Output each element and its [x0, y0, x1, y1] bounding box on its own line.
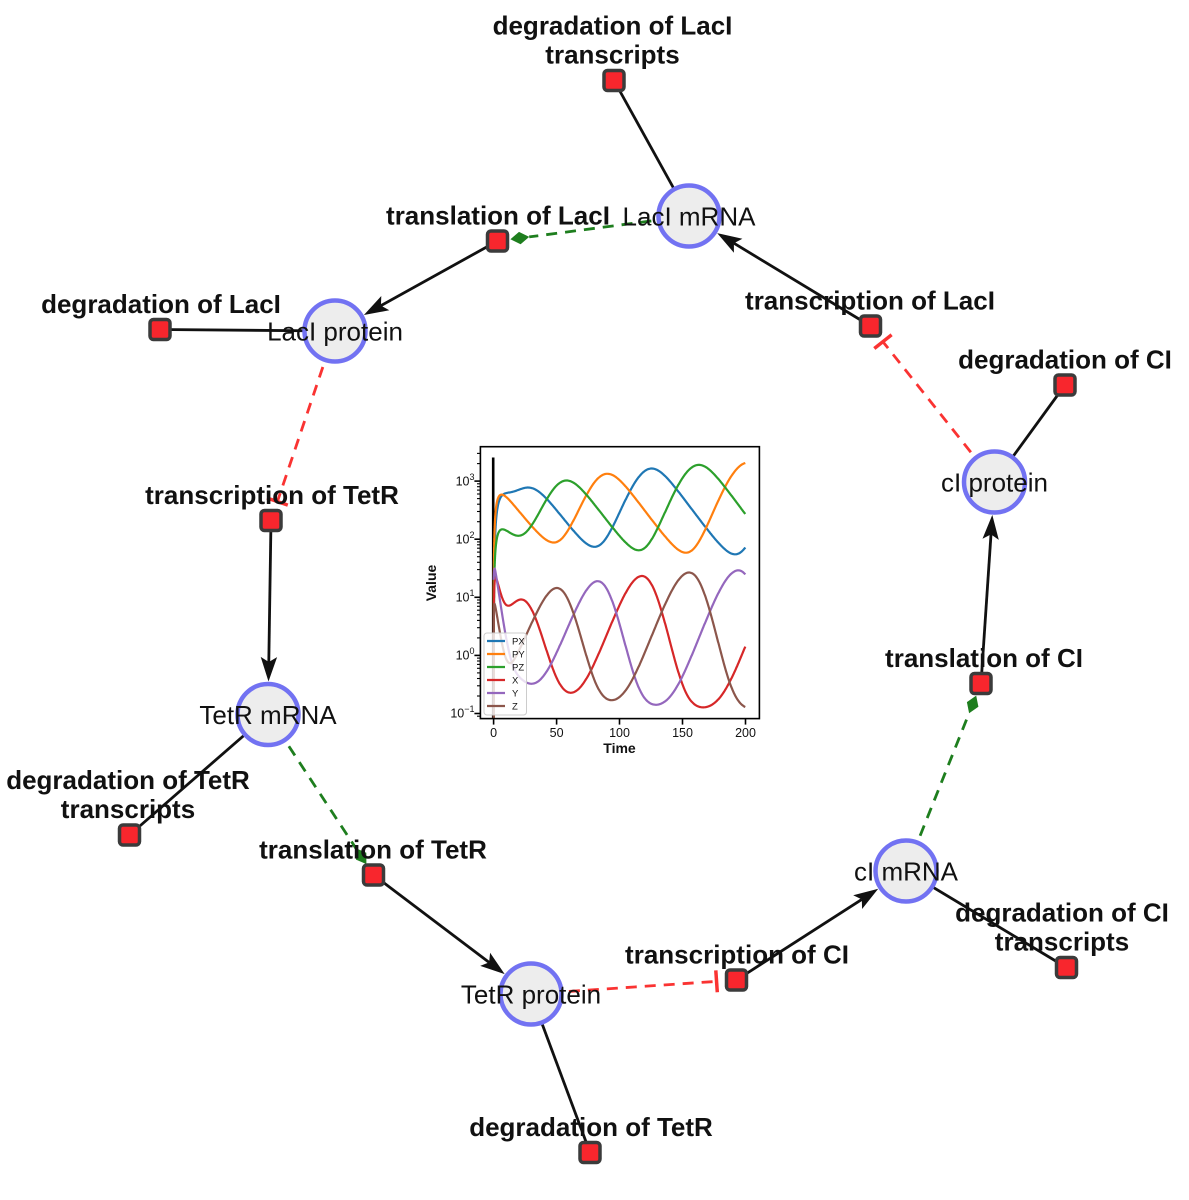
svg-text:transcripts: transcripts	[995, 927, 1129, 957]
svg-text:transcripts: transcripts	[545, 40, 679, 70]
svg-text:0: 0	[490, 726, 497, 740]
svg-text:10−1: 10−1	[450, 704, 474, 721]
svg-text:LacI mRNA: LacI mRNA	[623, 202, 757, 232]
svg-text:Value: Value	[423, 565, 439, 602]
svg-text:101: 101	[456, 588, 475, 605]
svg-text:Y: Y	[512, 688, 519, 699]
svg-text:100: 100	[609, 726, 630, 740]
svg-text:TetR protein: TetR protein	[461, 980, 601, 1010]
svg-text:cI protein: cI protein	[941, 468, 1048, 498]
svg-text:translation of TetR: translation of TetR	[259, 835, 487, 865]
svg-text:200: 200	[735, 726, 756, 740]
svg-text:cI mRNA: cI mRNA	[854, 857, 959, 887]
svg-text:LacI protein: LacI protein	[267, 317, 403, 347]
svg-text:degradation of TetR: degradation of TetR	[6, 765, 250, 795]
svg-text:degradation of CI: degradation of CI	[955, 898, 1169, 928]
svg-text:degradation of LacI: degradation of LacI	[493, 11, 733, 41]
svg-text:Time: Time	[603, 740, 636, 756]
svg-text:transcription of LacI: transcription of LacI	[745, 286, 995, 316]
svg-text:X: X	[512, 675, 519, 686]
svg-text:50: 50	[550, 726, 564, 740]
svg-text:Z: Z	[512, 701, 518, 712]
svg-text:translation of LacI: translation of LacI	[386, 201, 610, 231]
svg-text:degradation of CI: degradation of CI	[958, 345, 1172, 375]
svg-text:102: 102	[456, 530, 475, 547]
svg-text:TetR mRNA: TetR mRNA	[199, 700, 337, 730]
svg-text:translation of CI: translation of CI	[885, 643, 1083, 673]
svg-text:100: 100	[456, 646, 475, 663]
svg-text:degradation of LacI: degradation of LacI	[41, 289, 281, 319]
svg-text:150: 150	[672, 726, 693, 740]
svg-text:PZ: PZ	[512, 662, 524, 673]
svg-text:transcription of CI: transcription of CI	[625, 940, 849, 970]
svg-text:103: 103	[456, 472, 475, 489]
svg-text:PX: PX	[512, 636, 525, 647]
svg-text:transcription of TetR: transcription of TetR	[145, 480, 399, 510]
svg-text:PY: PY	[512, 649, 525, 660]
svg-text:degradation of TetR: degradation of TetR	[469, 1112, 713, 1142]
svg-text:transcripts: transcripts	[61, 794, 195, 824]
